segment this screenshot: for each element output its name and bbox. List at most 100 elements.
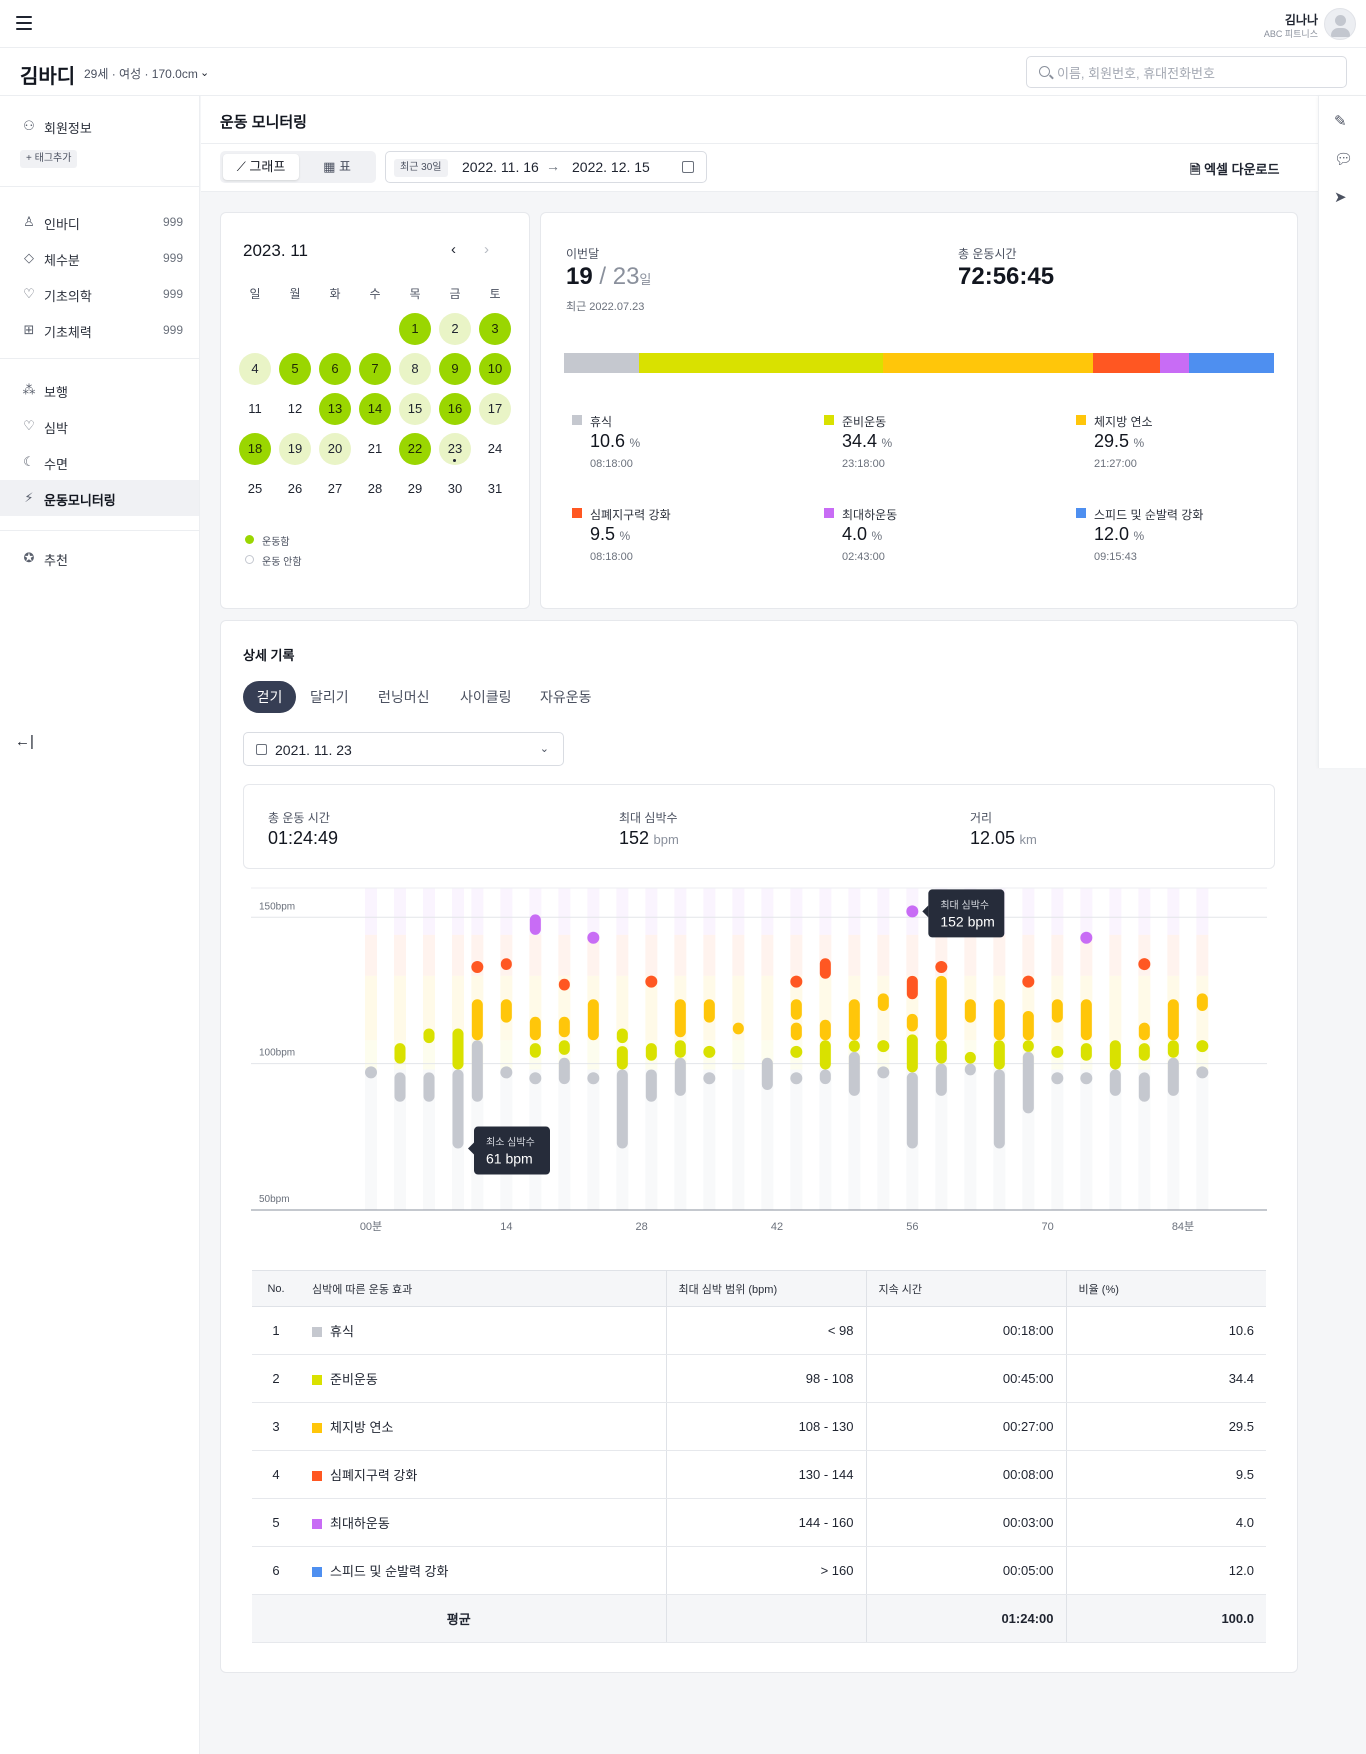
- heart-rate-bar[interactable]: [819, 1040, 831, 1070]
- heart-rate-point[interactable]: [500, 1066, 513, 1079]
- calendar-day[interactable]: 13: [319, 393, 351, 425]
- sidebar-item-member-info[interactable]: ⚇ 회원정보: [0, 108, 199, 144]
- heart-rate-bar[interactable]: [790, 1022, 802, 1041]
- heart-rate-bar[interactable]: [500, 999, 512, 1023]
- heart-rate-bar[interactable]: [964, 1051, 976, 1064]
- sidebar-item-3[interactable]: ♡ 기초의학 999: [0, 276, 199, 312]
- sidebar-item-4[interactable]: ⊞ 기초체력 999: [0, 312, 199, 348]
- calendar-day[interactable]: 29: [407, 481, 423, 496]
- calendar-day[interactable]: 23: [439, 433, 471, 465]
- date-range-picker[interactable]: 최근 30일 2022. 11. 16 → 2022. 12. 15: [385, 151, 707, 183]
- heart-rate-bar[interactable]: [906, 1034, 918, 1073]
- sidebar-item-2[interactable]: ◇ 체수분 999: [0, 240, 199, 276]
- heart-rate-bar[interactable]: [1109, 1040, 1121, 1070]
- heart-rate-bar[interactable]: [848, 1040, 860, 1052]
- heart-rate-bar[interactable]: [423, 1028, 435, 1044]
- send-icon[interactable]: ➤: [1334, 189, 1347, 206]
- heart-rate-bar[interactable]: [935, 975, 947, 1041]
- heart-rate-point[interactable]: [587, 931, 600, 944]
- heart-rate-bar[interactable]: [819, 1019, 831, 1041]
- heart-rate-bar[interactable]: [1080, 1043, 1092, 1061]
- heart-rate-bar[interactable]: [674, 1040, 686, 1058]
- hamburger-menu-icon[interactable]: [16, 16, 32, 30]
- heart-rate-point[interactable]: [906, 905, 919, 918]
- heart-rate-bar[interactable]: [906, 1013, 918, 1032]
- heart-rate-point[interactable]: [790, 975, 803, 988]
- tab-exercise-4[interactable]: 자유운동: [540, 689, 592, 705]
- heart-rate-bar[interactable]: [848, 1051, 860, 1096]
- search-input[interactable]: [1057, 63, 1337, 83]
- calendar-day[interactable]: 16: [439, 393, 471, 425]
- heart-rate-bar[interactable]: [1022, 1040, 1034, 1052]
- heart-rate-point[interactable]: [471, 961, 484, 974]
- calendar-day[interactable]: 7: [359, 353, 391, 385]
- heart-rate-bar[interactable]: [645, 1043, 657, 1061]
- heart-rate-point[interactable]: [1080, 931, 1093, 944]
- heart-rate-bar[interactable]: [993, 1040, 1005, 1070]
- heart-rate-bar[interactable]: [1109, 1069, 1121, 1096]
- heart-rate-point[interactable]: [703, 1072, 716, 1085]
- calendar-day[interactable]: 22: [399, 433, 431, 465]
- heart-rate-bar[interactable]: [558, 1016, 570, 1038]
- heart-rate-bar[interactable]: [790, 999, 802, 1020]
- heart-rate-point[interactable]: [529, 1072, 542, 1085]
- calendar-day[interactable]: 1: [399, 313, 431, 345]
- heart-rate-point[interactable]: [1196, 1040, 1209, 1053]
- calendar-day[interactable]: 5: [279, 353, 311, 385]
- sidebar-item-8[interactable]: ⚡ 운동모니터링: [0, 480, 199, 516]
- heart-rate-bar[interactable]: [529, 914, 541, 935]
- file-edit-icon[interactable]: ✎: [1334, 113, 1347, 130]
- tab-exercise-3[interactable]: 사이클링: [460, 689, 512, 705]
- collapse-sidebar-icon[interactable]: ←|: [15, 733, 34, 750]
- calendar-day[interactable]: 6: [319, 353, 351, 385]
- tab-exercise-0[interactable]: 걷기: [243, 681, 296, 713]
- heart-rate-bar[interactable]: [1167, 1057, 1179, 1096]
- calendar-day[interactable]: 10: [479, 353, 511, 385]
- heart-rate-bar[interactable]: [1022, 1010, 1034, 1041]
- record-date-select[interactable]: 2021. 11. 23 ⌄: [243, 732, 564, 766]
- add-tag-button[interactable]: + 태그추가: [20, 150, 78, 168]
- heart-rate-bar[interactable]: [394, 1043, 406, 1064]
- heart-rate-bar[interactable]: [500, 958, 512, 970]
- heart-rate-point[interactable]: [935, 961, 948, 974]
- heart-rate-point[interactable]: [1080, 1072, 1093, 1085]
- calendar-day[interactable]: 27: [327, 481, 343, 496]
- calendar-day[interactable]: 4: [239, 353, 271, 385]
- prev-month-icon[interactable]: ‹: [451, 241, 456, 258]
- heart-rate-point[interactable]: [790, 1072, 803, 1085]
- member-search[interactable]: [1026, 56, 1347, 88]
- calendar-day[interactable]: 9: [439, 353, 471, 385]
- member-dropdown-chevron-icon[interactable]: ⌄: [200, 67, 210, 79]
- user-avatar-icon[interactable]: [1324, 8, 1356, 40]
- heart-rate-bar[interactable]: [471, 999, 483, 1041]
- calendar-day[interactable]: 17: [479, 393, 511, 425]
- heart-rate-bar[interactable]: [1167, 1040, 1179, 1058]
- calendar-day[interactable]: 26: [287, 481, 303, 496]
- heart-rate-bar[interactable]: [1167, 999, 1179, 1041]
- heart-rate-bar[interactable]: [848, 999, 860, 1041]
- heart-rate-bar[interactable]: [906, 975, 918, 1000]
- heart-rate-bar[interactable]: [587, 999, 599, 1041]
- heart-rate-bar[interactable]: [558, 1057, 570, 1085]
- heart-rate-bar[interactable]: [616, 1069, 628, 1149]
- heart-rate-bar[interactable]: [471, 1040, 483, 1102]
- heart-rate-bar[interactable]: [761, 1057, 773, 1090]
- calendar-day[interactable]: 20: [319, 433, 351, 465]
- heart-rate-point[interactable]: [703, 1045, 716, 1058]
- calendar-day[interactable]: 15: [399, 393, 431, 425]
- calendar-day[interactable]: 14: [359, 393, 391, 425]
- heart-rate-point[interactable]: [1051, 1072, 1064, 1085]
- heart-rate-bar[interactable]: [394, 1072, 406, 1102]
- heart-rate-bar[interactable]: [529, 1016, 541, 1041]
- calendar-day[interactable]: 8: [399, 353, 431, 385]
- heart-rate-bar[interactable]: [645, 1069, 657, 1102]
- heart-rate-bar[interactable]: [616, 1028, 628, 1044]
- next-month-icon[interactable]: ›: [484, 241, 489, 258]
- calendar-day[interactable]: 21: [367, 441, 383, 456]
- heart-rate-bar[interactable]: [674, 1057, 686, 1096]
- heart-rate-bar[interactable]: [529, 1043, 541, 1058]
- calendar-day[interactable]: 12: [287, 401, 303, 416]
- sidebar-item-1[interactable]: ♙ 인바디 999: [0, 204, 199, 240]
- graph-view-button[interactable]: ⟋ 그래프: [223, 154, 299, 180]
- heart-rate-bar[interactable]: [819, 958, 831, 979]
